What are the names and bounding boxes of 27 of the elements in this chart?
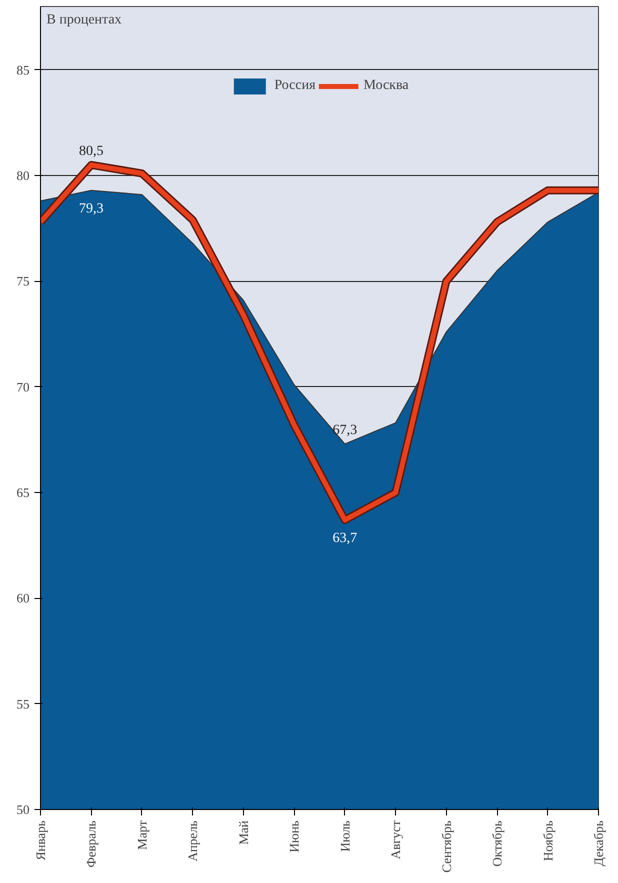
data-label: 67,3 — [332, 422, 358, 438]
x-tick-label: Июнь — [286, 820, 302, 852]
x-tick-label: Ноябрь — [540, 820, 556, 862]
x-tick-label: Октябрь — [490, 820, 505, 867]
y-tick-label: 85 — [16, 62, 30, 78]
y-tick-label: 60 — [16, 590, 30, 606]
y-tick-label: 70 — [16, 379, 30, 394]
x-tick-label: Сентябрь — [438, 820, 454, 873]
data-label: 79,3 — [78, 201, 104, 216]
x-tick-label: Май — [236, 820, 251, 845]
x-tick-label: Январь — [33, 820, 48, 860]
y-tick-label: 50 — [16, 802, 30, 817]
x-tick-label: Июль — [337, 820, 352, 852]
x-tick-label: Декабрь — [591, 820, 606, 866]
x-tick-label: Август — [388, 820, 404, 860]
x-tick-label: Март — [134, 820, 150, 850]
x-tick-label: Февраль — [84, 820, 99, 868]
x-tick-label: Апрель — [185, 820, 200, 862]
chart-title: В процентах — [46, 12, 122, 28]
y-tick-label: 75 — [16, 274, 30, 289]
data-label: 80,5 — [78, 144, 104, 159]
y-tick-label: 80 — [16, 168, 30, 184]
data-label: 63,7 — [332, 530, 358, 546]
legend-label: Россия — [274, 78, 316, 94]
y-tick-label: 55 — [16, 696, 30, 712]
legend-label: Москва — [364, 78, 409, 94]
y-tick-label: 65 — [16, 485, 30, 500]
